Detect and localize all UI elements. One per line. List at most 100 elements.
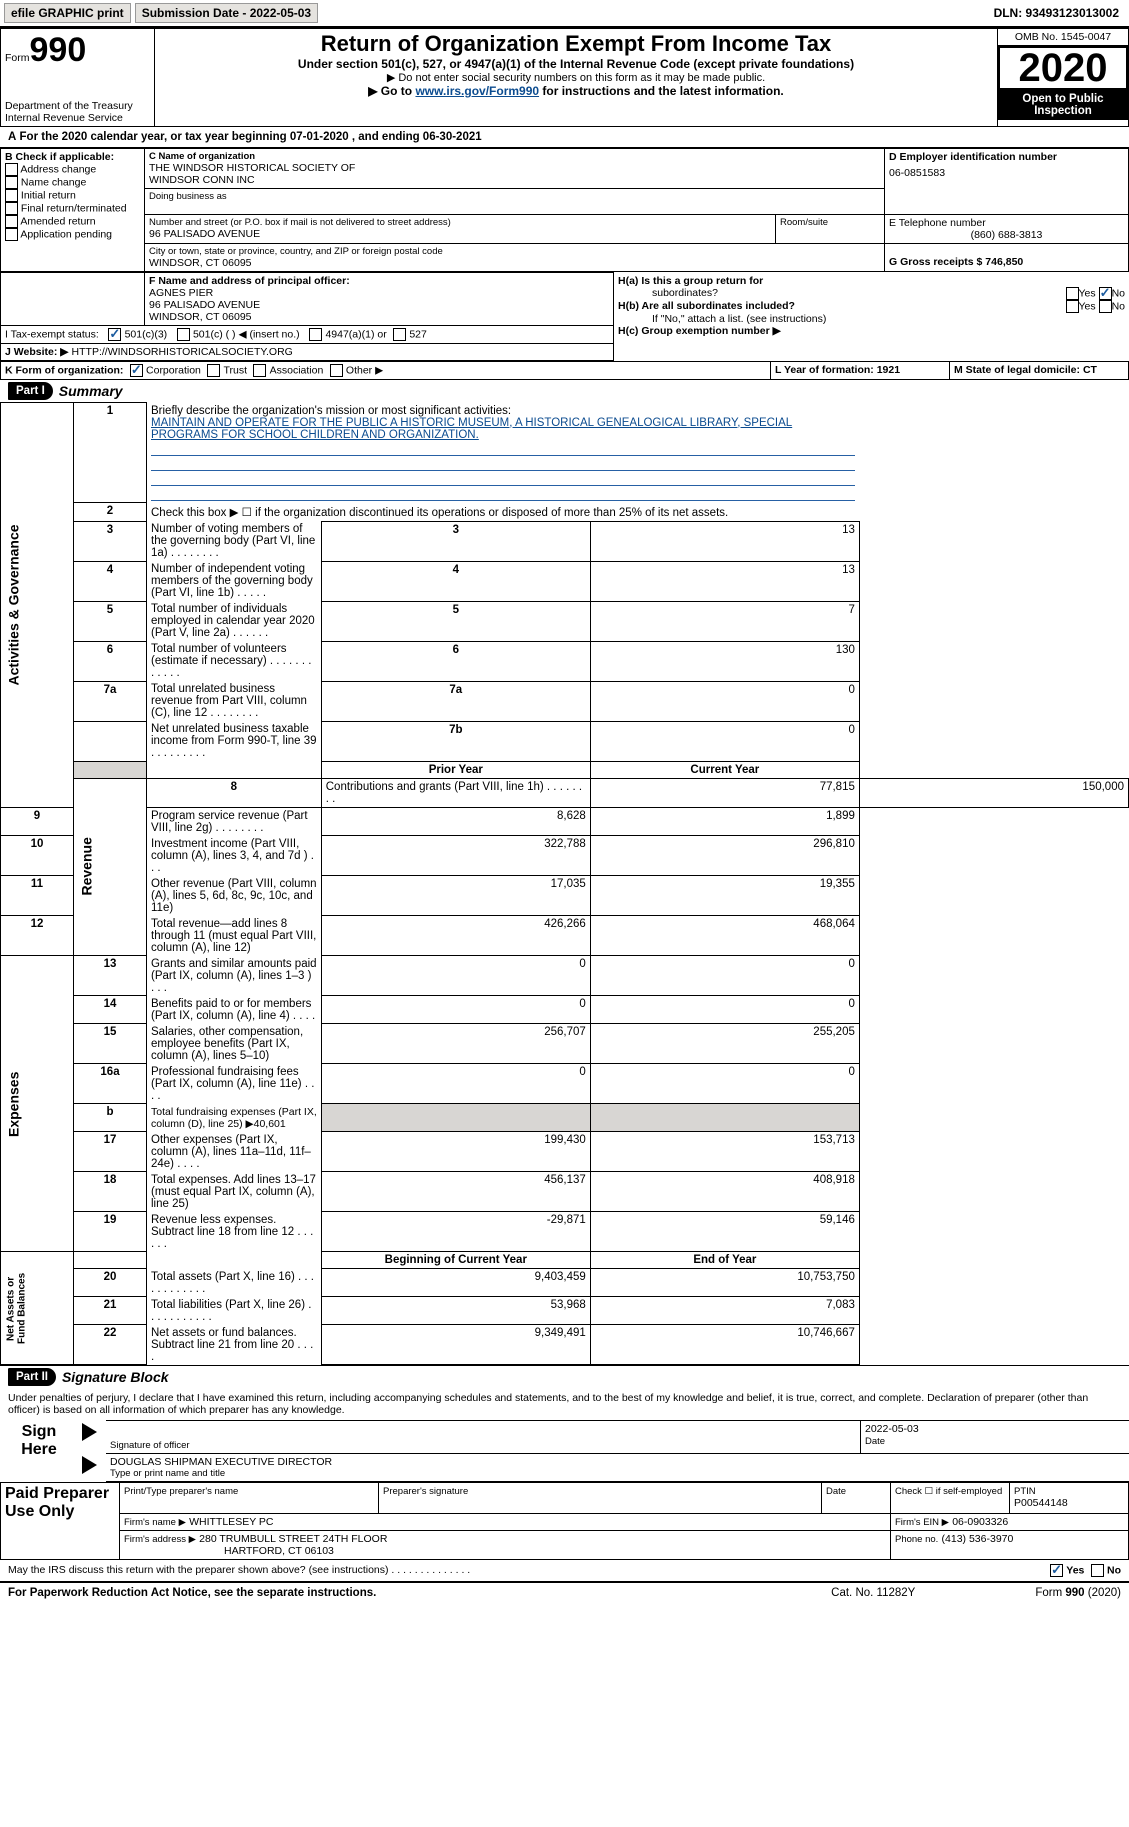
- dln-label: DLN: 93493123013002: [994, 6, 1125, 20]
- line-a-prefix: A: [8, 131, 16, 143]
- preparer-table: Paid Preparer Use Only Print/Type prepar…: [0, 1482, 1129, 1560]
- addr-value: 96 PALISADO AVENUE: [149, 228, 771, 240]
- addr-label: Number and street (or P.O. box if mail i…: [149, 217, 771, 228]
- n20t: Total assets (Part X, line 16) . . . . .…: [147, 1269, 322, 1297]
- ha-label: H(a) Is this a group return for: [618, 275, 763, 287]
- lbl-assoc: Association: [270, 365, 324, 377]
- lbl-pending: Application pending: [20, 228, 112, 240]
- g5n: 5: [74, 601, 147, 641]
- bcy-header: Beginning of Current Year: [321, 1252, 590, 1269]
- q2-num: 2: [74, 503, 147, 522]
- perjury-decl: Under penalties of perjury, I declare th…: [0, 1388, 1129, 1420]
- e15t: Salaries, other compensation, employee b…: [147, 1024, 322, 1064]
- r9n: 9: [1, 807, 74, 836]
- signature-table: Sign Here Signature of officer 2022-05-0…: [0, 1420, 1129, 1482]
- box-e-label: E Telephone number: [889, 217, 1124, 229]
- ptin-label: PTIN: [1014, 1486, 1036, 1497]
- discuss-no[interactable]: [1091, 1564, 1104, 1577]
- g5t: Total number of individuals employed in …: [147, 601, 322, 641]
- part1-badge: Part I: [8, 382, 53, 400]
- g4n: 4: [74, 561, 147, 601]
- discuss-yes-lbl: Yes: [1066, 1565, 1084, 1577]
- cy-header: Current Year: [590, 761, 859, 778]
- arrow-icon-2: [82, 1456, 97, 1474]
- box-f-label: F Name and address of principal officer:: [149, 275, 609, 287]
- chk-name[interactable]: [5, 176, 18, 189]
- firm-addr-lbl: Firm's address ▶: [124, 1534, 196, 1545]
- form-number: 990: [30, 31, 87, 69]
- r8py: 77,815: [590, 778, 859, 807]
- officer-addr: 96 PALISADO AVENUE: [149, 299, 609, 311]
- n20b: 9,403,459: [321, 1269, 590, 1297]
- r12n: 12: [1, 916, 74, 956]
- chk-527[interactable]: [393, 328, 406, 341]
- hb-label: H(b) Are all subordinates included?: [618, 300, 795, 313]
- firm-ein: 06-0903326: [952, 1516, 1008, 1528]
- hb-yes[interactable]: [1066, 300, 1079, 313]
- form-word: Form: [5, 52, 30, 64]
- n22e: 10,746,667: [590, 1325, 859, 1365]
- q1-label: Briefly describe the organization's miss…: [151, 405, 511, 417]
- e18cy: 408,918: [590, 1172, 859, 1212]
- pp-name-lbl: Print/Type preparer's name: [124, 1486, 238, 1497]
- e19py: -29,871: [321, 1212, 590, 1252]
- n21t: Total liabilities (Part X, line 26) . . …: [147, 1297, 322, 1325]
- ebn: b: [74, 1104, 147, 1132]
- g7av: 0: [590, 681, 859, 721]
- ha-no[interactable]: [1099, 287, 1112, 300]
- writeline-1: [151, 441, 855, 456]
- e19cy: 59,146: [590, 1212, 859, 1252]
- irs-form-link[interactable]: www.irs.gov/Form990: [415, 84, 539, 98]
- type-print-lbl: Type or print name and title: [110, 1468, 1125, 1479]
- hb-no[interactable]: [1099, 300, 1112, 313]
- chk-501c3[interactable]: [108, 328, 121, 341]
- g5v: 7: [590, 601, 859, 641]
- chk-corp[interactable]: [130, 364, 143, 377]
- form-sub3a: ▶ Go to: [368, 84, 415, 98]
- e13n: 13: [74, 956, 147, 996]
- efile-button[interactable]: efile GRAPHIC print: [4, 3, 131, 23]
- chk-address[interactable]: [5, 163, 18, 176]
- e17t: Other expenses (Part IX, column (A), lin…: [147, 1132, 322, 1172]
- g6t: Total number of volunteers (estimate if …: [147, 641, 322, 681]
- e14py: 0: [321, 996, 590, 1024]
- e16t: Professional fundraising fees (Part IX, …: [147, 1064, 322, 1104]
- ha-yes[interactable]: [1066, 287, 1079, 300]
- q1-text: MAINTAIN AND OPERATE FOR THE PUBLIC A HI…: [151, 417, 792, 441]
- chk-other[interactable]: [330, 364, 343, 377]
- part1-title: Summary: [53, 383, 123, 399]
- firm-addr1: 280 TRUMBULL STREET 24TH FLOOR: [199, 1533, 387, 1545]
- chk-amended[interactable]: [5, 215, 18, 228]
- r11py: 17,035: [321, 876, 590, 916]
- firm-name-lbl: Firm's name ▶: [124, 1517, 186, 1528]
- py-header: Prior Year: [321, 761, 590, 778]
- g6v: 130: [590, 641, 859, 681]
- chk-pending[interactable]: [5, 228, 18, 241]
- row-i-label: I Tax-exempt status:: [5, 329, 99, 341]
- g7at: Total unrelated business revenue from Pa…: [147, 681, 322, 721]
- city-value: WINDSOR, CT 06095: [149, 257, 880, 269]
- chk-assoc[interactable]: [253, 364, 266, 377]
- chk-final[interactable]: [5, 202, 18, 215]
- phone-value: (860) 688-3813: [889, 229, 1124, 241]
- website-value: HTTP://WINDSORHISTORICALSOCIETY.ORG: [72, 346, 293, 358]
- g7bt: Net unrelated business taxable income fr…: [147, 721, 322, 761]
- e16py: 0: [321, 1064, 590, 1104]
- eb-grey1: [321, 1104, 590, 1132]
- chk-4947[interactable]: [309, 328, 322, 341]
- chk-initial[interactable]: [5, 189, 18, 202]
- e17py: 199,430: [321, 1132, 590, 1172]
- omb-label: OMB No. 1545-0047: [998, 29, 1128, 46]
- box-c-label: C Name of organization: [149, 151, 880, 162]
- chk-trust[interactable]: [207, 364, 220, 377]
- org-name-1: THE WINDSOR HISTORICAL SOCIETY OF: [149, 162, 880, 174]
- lbl-4947: 4947(a)(1) or: [325, 329, 386, 341]
- chk-501c[interactable]: [177, 328, 190, 341]
- e18n: 18: [74, 1172, 147, 1212]
- side-netassets: Net Assets orFund Balances: [1, 1252, 74, 1365]
- ein-value: 06-0851583: [889, 167, 1124, 179]
- lbl-name: Name change: [21, 176, 86, 188]
- n22n: 22: [74, 1325, 147, 1365]
- ha-label2: subordinates?: [618, 287, 718, 300]
- discuss-yes[interactable]: [1050, 1564, 1063, 1577]
